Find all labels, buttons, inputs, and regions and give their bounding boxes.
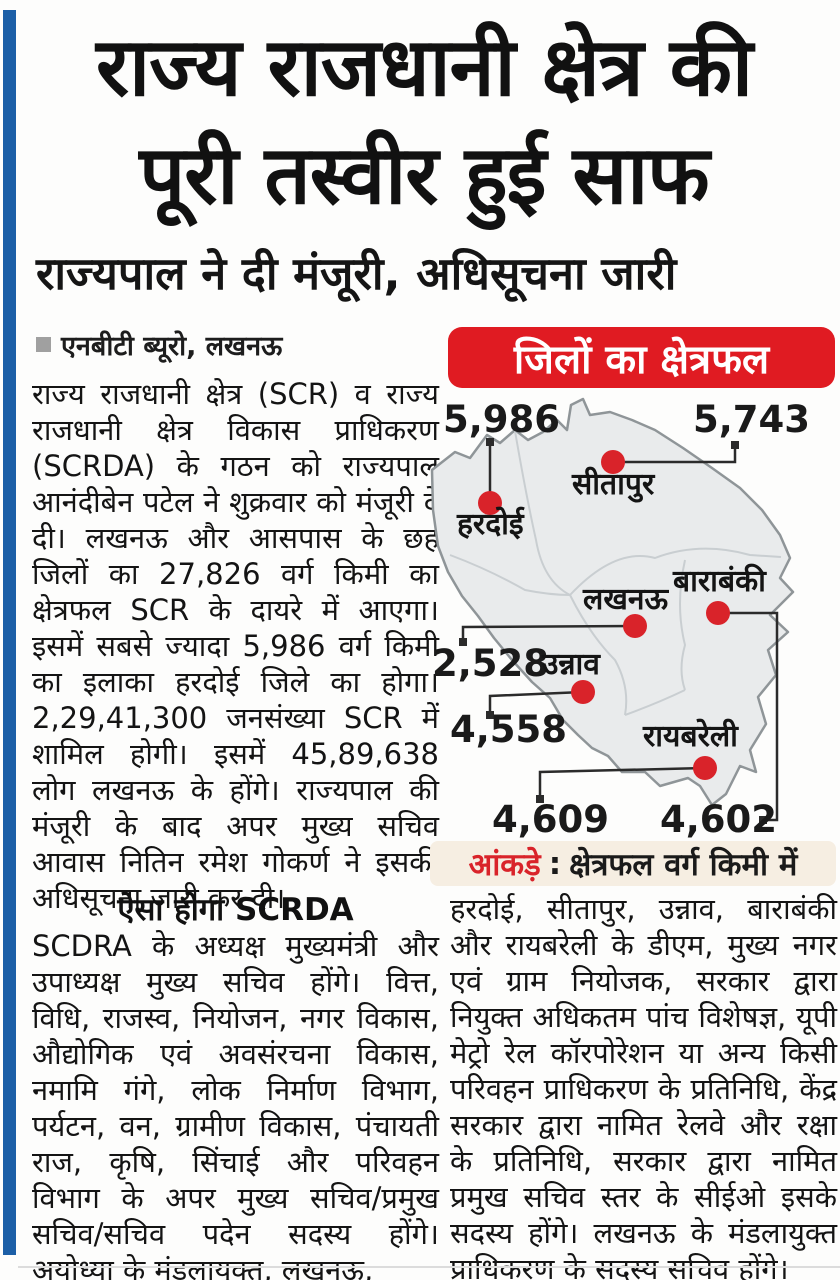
section-header: ऐसा होगा SCRDA (117, 892, 354, 928)
byline-square-icon (36, 337, 51, 352)
bottom-divider (18, 1266, 840, 1268)
district-label-raebareli: रायबरेली (643, 719, 738, 754)
district-boundaries (449, 430, 782, 716)
lead-paragraph: राज्य राजधानी क्षेत्र (SCR) व राज्य राजध… (32, 377, 439, 915)
district-label-barabanki: बाराबंकी (673, 564, 766, 599)
district-dot-lucknow (623, 614, 647, 638)
connector-end-markers (459, 438, 767, 824)
area-value-hardoi: 5,986 (443, 398, 561, 441)
body-paragraph-right-column: हरदोई, सीतापुर, उन्नाव, बाराबंकी और रायब… (450, 892, 837, 1280)
district-dot-sitapur (601, 450, 625, 474)
area-value-sitapur: 5,743 (693, 398, 811, 441)
headline: राज्य राजधानी क्षेत्र की पूरी तस्वीर हुई… (24, 14, 824, 230)
body-paragraph-left-column: SCDRA के अध्यक्ष मुख्यमंत्री और उपाध्यक्… (32, 929, 439, 1280)
district-label-sitapur: सीतापुर (572, 467, 655, 502)
district-label-unnao: उन्नाव (542, 647, 600, 682)
district-dot-unnao (571, 680, 595, 704)
area-value-lucknow: 2,528 (432, 642, 550, 685)
headline-line-1: राज्य राजधानी क्षेत्र की (96, 21, 753, 115)
scr-districts-map (430, 397, 795, 824)
note-label: आंकड़े (468, 846, 541, 883)
infographic-title: जिलों का क्षेत्रफल (513, 337, 770, 383)
connector-lines (461, 442, 779, 822)
subheadline: राज्यपाल ने दी मंजूरी, अधिसूचना जारी (36, 247, 677, 300)
district-dots (478, 450, 730, 780)
area-value-unnao: 4,558 (450, 708, 568, 751)
map-region-shape (430, 397, 795, 807)
infographic-title-banner: जिलों का क्षेत्रफल (448, 327, 835, 388)
left-edge-blue-bar (3, 10, 16, 1255)
district-label-lucknow: लखनऊ (583, 582, 669, 617)
area-value-raebareli: 4,609 (492, 798, 610, 841)
district-dot-hardoi (478, 491, 502, 515)
note-separator: : (548, 845, 562, 882)
district-label-hardoi: हरदोई (457, 507, 524, 542)
note-text: क्षेत्रफल वर्ग किमी में (569, 846, 798, 883)
byline-text: एनबीटी ब्यूरो, लखनऊ (61, 331, 283, 362)
area-value-barabanki: 4,602 (660, 798, 778, 841)
headline-line-2: पूरी तस्वीर हुई साफ (139, 129, 710, 223)
byline: एनबीटी ब्यूरो, लखनऊ (36, 326, 436, 363)
district-dot-barabanki (706, 601, 730, 625)
infographic-unit-note: आंकड़े : क्षेत्रफल वर्ग किमी में (430, 841, 836, 886)
district-dot-raebareli (693, 756, 717, 780)
